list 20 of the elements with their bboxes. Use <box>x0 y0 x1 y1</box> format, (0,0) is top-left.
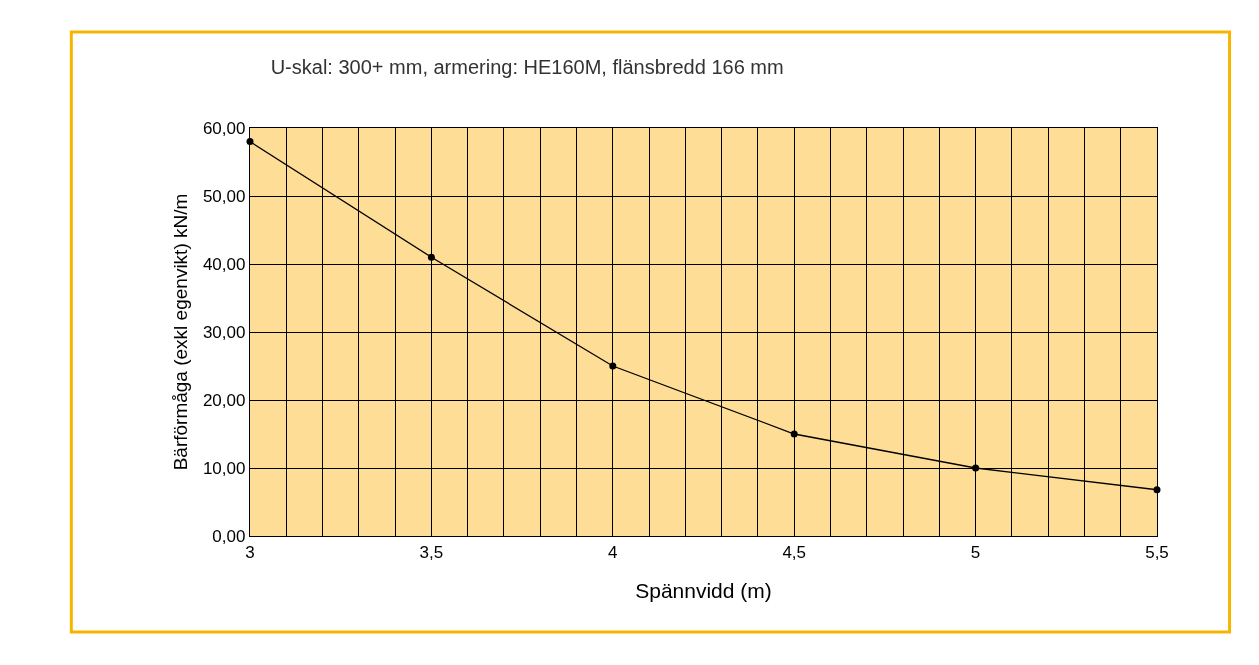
point <box>609 362 617 370</box>
x-tick-label: 4 <box>608 542 618 562</box>
x-tick-label: 3 <box>245 542 255 562</box>
y-tick-label: 40,00 <box>202 254 246 274</box>
y-axis-title: Bärförmåga (exkl egenvikt) kN/m <box>169 193 191 471</box>
x-tick-label: 5 <box>970 542 981 562</box>
point <box>972 464 980 472</box>
y-tick-label: 30,00 <box>202 322 246 342</box>
x-tick-label: 3,5 <box>419 542 444 562</box>
y-tick-label: 10,00 <box>202 458 246 478</box>
chart-title: U-skal: 300+ mm, armering: HE160M, flänsbredd 166 mm <box>270 55 784 78</box>
x-tick-label: 5,5 <box>1145 542 1169 562</box>
y-tick-label: 60,00 <box>202 118 246 138</box>
y-tick-label: 50,00 <box>202 186 246 206</box>
point <box>427 253 435 261</box>
y-tick-label: 0,00 <box>212 526 246 546</box>
y-tick-label: 20,00 <box>202 390 246 410</box>
x-tick-label: 4,5 <box>782 542 807 562</box>
point <box>790 430 798 438</box>
x-axis-title: Spännvidd (m) <box>635 578 772 602</box>
